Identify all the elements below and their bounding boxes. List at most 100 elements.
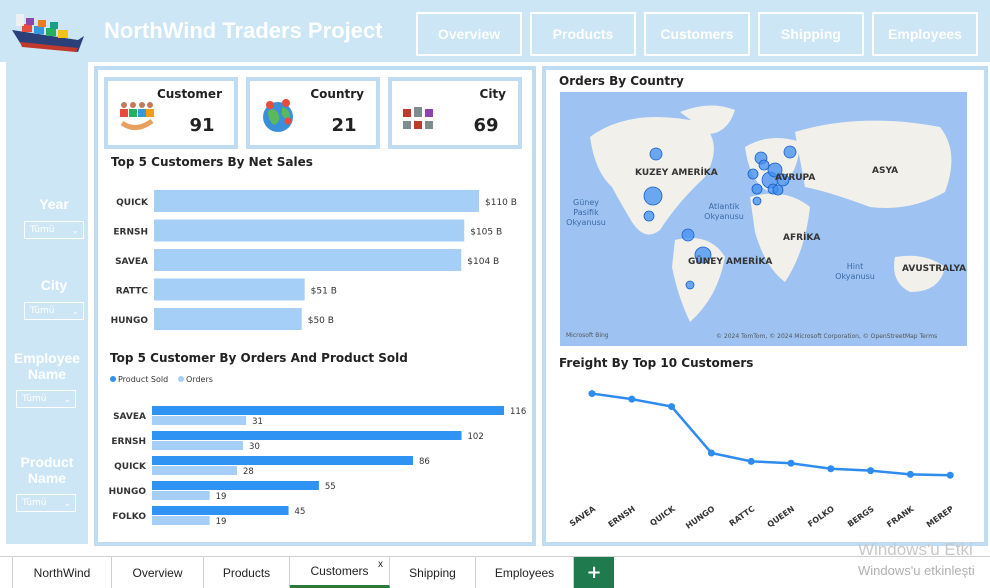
city-dropdown[interactable]: Tümü ⌄ — [24, 302, 84, 320]
data-label: $51 B — [311, 287, 337, 297]
year-dropdown[interactable]: Tümü ⌄ — [24, 221, 84, 239]
tab-products[interactable]: Products — [204, 557, 290, 588]
category-label: SAVEA — [115, 257, 148, 267]
tab-customers-label: Customers — [310, 564, 369, 578]
page-tabs-bar: NorthWind Overview Products Customers x … — [0, 556, 990, 588]
cargo-ship-icon — [12, 14, 84, 52]
x-tick-label: SAVEA — [568, 504, 598, 529]
x-tick-label: BERGS — [846, 504, 876, 529]
data-point — [946, 471, 954, 479]
x-tick-label: FOLKO — [806, 504, 836, 529]
map-bubble — [783, 145, 797, 159]
globe-pins-icon — [263, 99, 293, 132]
kpi-country-value: 21 — [331, 115, 357, 136]
product-dropdown[interactable]: Tümü ⌄ — [16, 494, 76, 512]
map-bubble — [643, 186, 663, 206]
category-label: SAVEA — [113, 412, 146, 422]
legend-marker — [178, 376, 184, 382]
orders-map[interactable]: KUZEY AMERİKA GÜNEY AMERİKA AVRUPA ASYA … — [560, 92, 967, 346]
header-bar: NorthWind Traders Project Overview Produ… — [0, 0, 990, 62]
data-label: 28 — [243, 467, 254, 477]
windows-watermark-line2: Windows'u etkinleşti — [858, 563, 975, 578]
map-provider-logo: Microsoft Bing — [566, 332, 609, 339]
top-orders-title: Top 5 Customer By Orders And Product Sol… — [110, 351, 408, 365]
tab-customers[interactable]: Customers x — [290, 557, 390, 588]
year-dropdown-value: Tümü — [30, 225, 55, 235]
bar — [154, 190, 479, 212]
kpi-customer-card: Customer 91 — [104, 77, 238, 149]
add-page-button[interactable]: + — [574, 557, 614, 588]
net-sales-bar-chart: QUICK $110 B ERNSH $105 B SAVEA $104 B RATTC $5… — [111, 190, 517, 330]
year-filter-label: Year — [39, 196, 69, 212]
employee-dropdown[interactable]: Tümü ⌄ — [16, 390, 76, 408]
nav-customers-button[interactable]: Customers — [644, 12, 750, 56]
category-label: QUICK — [116, 198, 149, 208]
employee-dropdown-value: Tümü — [22, 394, 47, 404]
data-label: 30 — [249, 442, 260, 452]
tab-employees[interactable]: Employees — [476, 557, 574, 588]
people-icon — [120, 102, 154, 130]
x-tick-label: QUICK — [648, 504, 677, 528]
map-label-pacific: Güney Pasifik Okyanusu — [566, 198, 606, 227]
plus-icon: + — [586, 562, 602, 583]
kpi-city-value: 69 — [473, 115, 499, 136]
map-bubble — [752, 196, 762, 206]
freight-title: Freight By Top 10 Customers — [559, 356, 754, 370]
x-tick-label: ERNSH — [607, 504, 637, 529]
orders-legend: Product Sold Orders — [110, 375, 213, 384]
map-label-europe: AVRUPA — [775, 173, 816, 183]
nav-shipping-button[interactable]: Shipping — [758, 12, 864, 56]
x-tick-label: QUEEN — [766, 504, 796, 529]
bar — [152, 516, 210, 525]
nav-employees-button[interactable]: Employees — [872, 12, 978, 56]
category-label: ERNSH — [113, 228, 148, 238]
bar — [152, 456, 413, 465]
bar — [152, 491, 210, 500]
tab-northwind[interactable]: NorthWind — [12, 557, 112, 588]
city-dropdown-value: Tümü — [30, 306, 55, 316]
map-bubble — [747, 168, 759, 180]
tab-overview[interactable]: Overview — [112, 557, 204, 588]
map-bubble — [751, 183, 763, 195]
kpi-city-title: City — [479, 87, 506, 101]
kpi-country-title: Country — [310, 87, 364, 101]
city-buildings-icon — [403, 107, 433, 129]
data-label: 19 — [216, 492, 227, 502]
map-bubble — [772, 184, 784, 196]
data-point — [787, 459, 795, 467]
tab-shipping[interactable]: Shipping — [390, 557, 476, 588]
data-label: 19 — [216, 517, 227, 527]
data-label: 31 — [252, 417, 263, 427]
bar — [154, 249, 462, 271]
data-point — [668, 403, 676, 411]
x-tick-label: RATTC — [728, 504, 757, 528]
nav-products-button[interactable]: Products — [530, 12, 636, 56]
close-icon[interactable]: x — [378, 559, 383, 570]
category-label: RATTC — [116, 287, 149, 297]
bar — [154, 219, 465, 242]
data-label: $104 B — [467, 257, 499, 267]
filter-sidebar: Year Tümü ⌄ City Tümü ⌄ Employee Name Tü… — [6, 62, 88, 544]
product-dropdown-value: Tümü — [22, 498, 47, 508]
windows-watermark-line1: Windows'u Etki — [858, 540, 973, 559]
legend-label: Orders — [186, 375, 213, 384]
map-label-indian: Hint Okyanusu — [835, 262, 875, 281]
bar — [154, 278, 305, 301]
legend-label: Product Sold — [118, 375, 168, 384]
map-bubble — [776, 173, 790, 187]
kpi-country-card: Country 21 — [246, 77, 380, 149]
category-label: QUICK — [114, 462, 147, 472]
map-label-north-america: KUZEY AMERİKA — [635, 168, 718, 178]
bar — [152, 431, 462, 440]
world-map-svg — [590, 105, 952, 322]
x-tick-label: FRANK — [885, 504, 916, 529]
data-label: $105 B — [470, 228, 502, 238]
category-label: FOLKO — [112, 512, 146, 522]
map-attribution[interactable]: © 2024 TomTom, © 2024 Microsoft Corporat… — [716, 333, 938, 340]
data-point — [707, 449, 715, 457]
bar — [152, 441, 244, 450]
orders-product-bar-chart: SAVEA 116 31 ERNSH 102 30 QUICK 86 28 HUNGO 55 19 FO… — [109, 406, 526, 527]
nav-overview-button[interactable]: Overview — [416, 12, 522, 56]
category-label: HUNGO — [109, 487, 147, 497]
bar — [154, 308, 302, 330]
